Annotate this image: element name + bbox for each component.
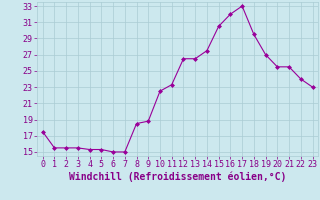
X-axis label: Windchill (Refroidissement éolien,°C): Windchill (Refroidissement éolien,°C) <box>69 172 286 182</box>
